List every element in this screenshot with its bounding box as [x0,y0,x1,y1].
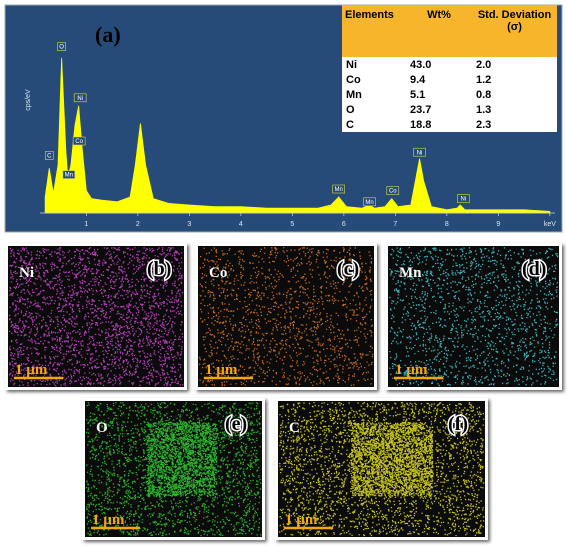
scale-bar-label: 1 µm [15,362,48,378]
map-panel-label: (b) [147,258,171,280]
x-tick-label: 8 [445,221,449,228]
table-cell: 2.3 [472,117,557,132]
table-row: Co 9.4 1.2 [342,72,557,87]
table-cell: Mn [342,87,406,102]
peak-label: Mn [65,173,73,179]
x-tick-label: 7 [393,221,397,228]
table-cell: Ni [342,57,406,72]
x-tick-label: 2 [136,221,140,228]
table-row: O 23.7 1.3 [342,102,557,117]
peak-label-box [57,42,66,51]
peak-label: Mn [335,187,343,193]
x-tick-label: 6 [342,221,346,228]
table-cell: C [342,117,406,132]
table-body: Ni 43.0 2.0 Co 9.4 1.2 Mn 5.1 0.8 O 23.7 1.3 C 18.8 2.… [342,57,557,132]
peak-label-box [73,93,87,103]
peak-label-box [413,147,426,157]
scale-bar-label: 1 µm [395,362,428,378]
x-tick-label: keV [544,221,556,228]
map-element: Ni [19,265,34,281]
table-cell: 43.0 [406,57,472,72]
peak-label: Ni [77,96,83,102]
x-tick-label: 5 [290,221,294,228]
column-header: Std. Deviation (σ) [472,5,557,57]
map-panel-label: (d) [522,258,546,280]
panel-label: (a) [95,22,121,47]
map-signal [279,402,485,537]
peak-label: Co [389,189,397,195]
map-signal [86,402,262,537]
map-panel-label: (f) [448,413,468,435]
x-tick-label: 4 [239,221,243,228]
peak-label-box [386,186,400,195]
peak-label-box [62,170,76,179]
table-cell: 0.8 [472,87,557,102]
y-axis-label: cps/eV [25,89,32,111]
composition-table: Elements Wt% Std. Deviation (σ) Ni 43.0 2.… [342,5,557,132]
peak-label-box [72,136,86,146]
peak-label-box [457,194,470,203]
column-header: Wt% [406,5,472,57]
peak-label-box [332,184,346,194]
table-cell: 18.8 [406,117,472,132]
table-cell: Co [342,72,406,87]
table-cell: 9.4 [406,72,472,87]
peak-label: C [47,153,52,159]
x-tick-label: 1 [84,221,88,228]
map-element: Mn [399,265,422,281]
scale-bar-label: 1 µm [92,512,125,528]
map-panel-label: (c) [337,258,359,280]
table-cell: 5.1 [406,87,472,102]
map-panel-label: (e) [225,413,247,435]
scale-bar-label: 1 µm [205,362,238,378]
peak-label: Ni [460,197,466,203]
table-cell: 23.7 [406,102,472,117]
peak-label: Co [75,139,83,145]
map-element: Co [209,265,227,281]
x-tick-label: 9 [496,221,500,228]
table-row: C 18.8 2.3 [342,117,557,132]
scale-bar-label: 1 µm [285,512,318,528]
map-signal [389,247,559,387]
map-element: O [96,420,108,436]
map-signal [9,247,184,387]
table-row: Mn 5.1 0.8 [342,87,557,102]
table-cell: 1.3 [472,102,557,117]
table-row: Ni 43.0 2.0 [342,57,557,72]
peak-label-box [363,197,376,207]
peak-label: Mn [365,200,373,206]
x-tick-label: 3 [187,221,191,228]
table-cell: O [342,102,406,117]
table-cell: 1.2 [472,72,557,87]
map-element: C [289,420,300,436]
peak-label-box [44,151,54,160]
column-header: Elements [342,5,406,57]
peak-label: Ni [417,150,423,156]
table-cell: 2.0 [472,57,557,72]
peak-label: O [59,45,64,51]
